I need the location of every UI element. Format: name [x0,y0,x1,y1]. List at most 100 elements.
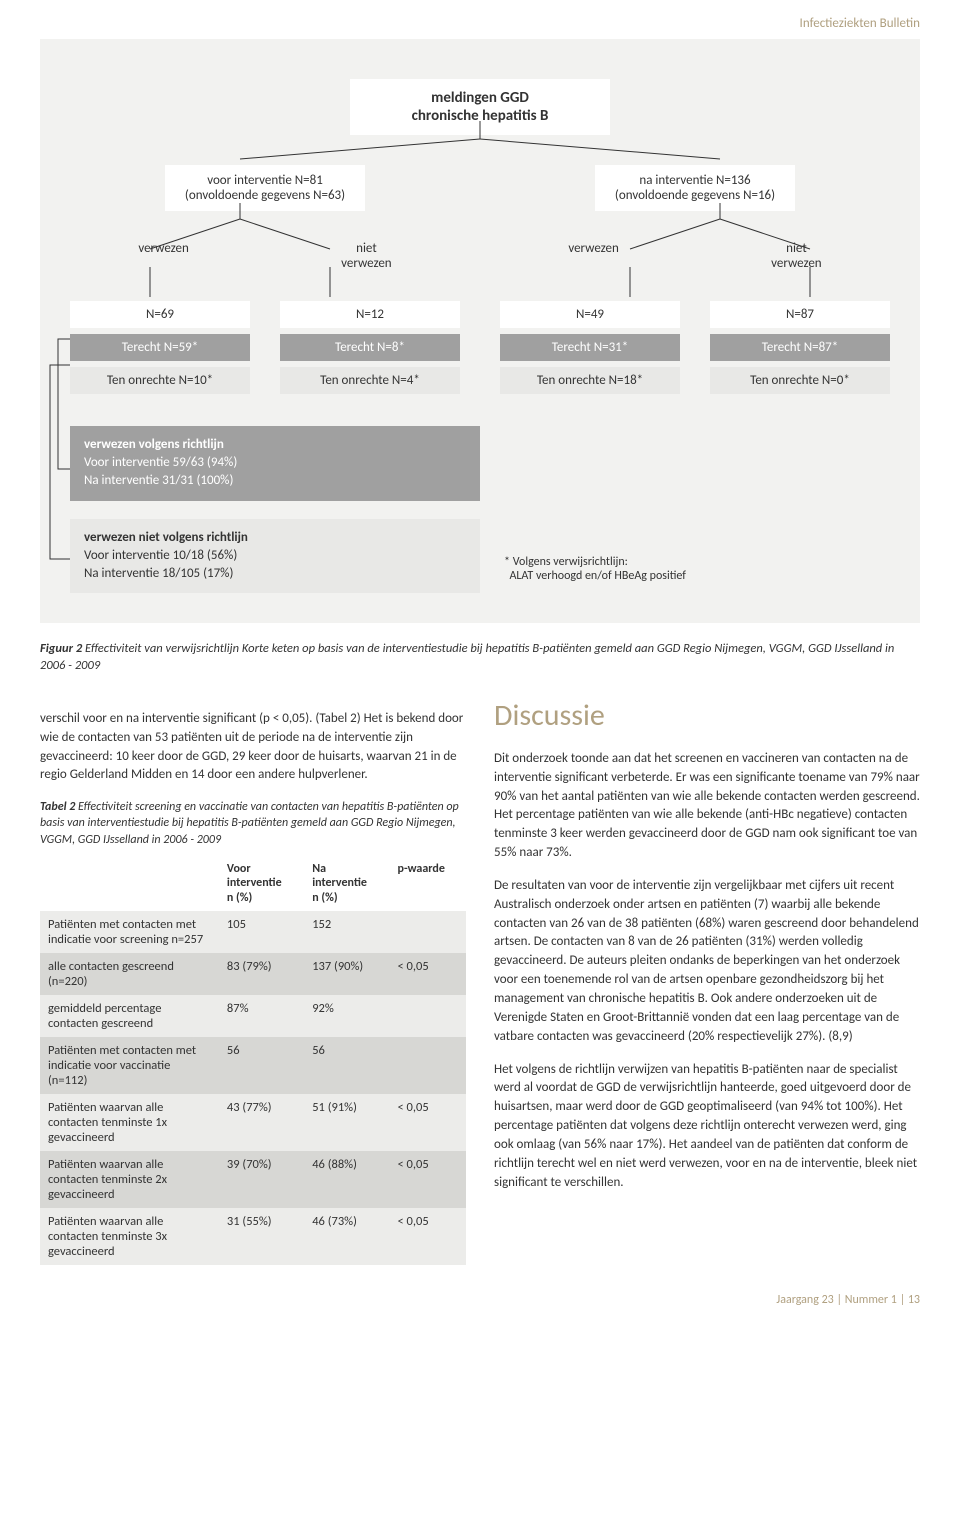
leaf-n: N=87 [710,301,890,328]
flowchart: meldingen GGD chronische hepatitis B voo… [40,39,920,623]
leaf-n: N=49 [500,301,680,328]
leaf-left-0: N=69 Terecht N=59* Ten onrechte N=10* [70,301,250,400]
th-na-l3: n (%) [312,891,337,905]
leaf-n: N=12 [280,301,460,328]
summary-dark: verwezen volgens richtlijn Voor interven… [70,426,480,501]
table-row: gemiddeld percentage contacten gescreend… [40,995,466,1037]
cell-voor: 39 (70%) [219,1151,304,1208]
leaf-right-0: N=49 Terecht N=31* Ten onrechte N=18* [500,301,680,400]
branch-right-split-r: niet verwezen [703,241,890,271]
summary-dark-l2: Na interventie 31/31 (100%) [84,473,233,488]
summary-dark-title: verwezen volgens richtlijn [84,437,224,452]
branch-left-split-r: niet verwezen [273,241,460,271]
leaf-onrechte: Ten onrechte N=18* [500,367,680,394]
cell-na: 152 [304,911,389,953]
cell-voor: 83 (79%) [219,953,304,995]
table2-head-row: Voor interventie n (%) Na interventie n … [40,856,466,911]
leaf-onrechte: Ten onrechte N=10* [70,367,250,394]
branch-right-split: verwezen niet verwezen [500,241,890,271]
two-column-body: verschil voor en na interventie signific… [40,697,920,1265]
table-row: Patiënten met contacten met indicatie vo… [40,911,466,953]
cell-p [390,995,467,1037]
flowchart-summaries: verwezen volgens richtlijn Voor interven… [70,400,890,593]
cell-voor: 105 [219,911,304,953]
branch-right-l2: (onvoldoende gegevens N=16) [615,188,775,203]
flowchart-root-l2: chronische hepatitis B [412,107,549,125]
leaf-n: N=69 [70,301,250,328]
summary-light-l2: Na interventie 18/105 (17%) [84,566,233,581]
leaf-terecht: Terecht N=8* [280,334,460,361]
right-column: Discussie Dit onderzoek toonde aan dat h… [494,697,920,1265]
cell-label: Patiënten met contacten met indicatie vo… [40,1037,219,1094]
cell-p [390,1037,467,1094]
cell-na: 56 [304,1037,389,1094]
left-column: verschil voor en na interventie signific… [40,697,466,1265]
table2-body: Patiënten met contacten met indicatie vo… [40,911,466,1265]
cell-na: 46 (73%) [304,1208,389,1265]
leaf-terecht: Terecht N=59* [70,334,250,361]
table-row: Patiënten waarvan alle contacten tenmins… [40,1208,466,1265]
branch-left-block: voor interventie N=81 (onvoldoende gegev… [165,165,365,211]
th-na-l2: interventie [312,876,367,890]
table-row: Patiënten met contacten met indicatie vo… [40,1037,466,1094]
cell-na: 92% [304,995,389,1037]
leaf-terecht: Terecht N=87* [710,334,890,361]
cell-label: Patiënten waarvan alle contacten tenmins… [40,1151,219,1208]
cell-voor: 31 (55%) [219,1208,304,1265]
cell-na: 137 (90%) [304,953,389,995]
th-voor: Voor interventie n (%) [219,856,304,911]
table-row: alle contacten gescreend (n=220)83 (79%)… [40,953,466,995]
table2-caption-text: Effectiviteit screening en vaccinatie va… [40,800,459,846]
branch-right-split-l: verwezen [500,241,687,271]
cell-label: Patiënten met contacten met indicatie vo… [40,911,219,953]
th-voor-l2: interventie [227,876,282,890]
branch-right-split-r-l2: verwezen [771,256,821,271]
cell-voor: 87% [219,995,304,1037]
flowchart-footnote: * Volgens verwijsrichtlijn: ALAT verhoog… [480,555,890,593]
right-para3: Het volgens de richtlijn verwijzen van h… [494,1061,920,1193]
table-row: Patiënten waarvan alle contacten tenmins… [40,1094,466,1151]
table2-caption-bold: Tabel 2 [40,800,75,814]
branch-left-leaves: N=69 Terecht N=59* Ten onrechte N=10* N=… [70,301,460,400]
page: Infectieziekten Bulletin [0,0,960,1331]
branch-right-split-r-l1: niet [786,241,807,256]
cell-na: 51 (91%) [304,1094,389,1151]
footnote-l1: * Volgens verwijsrichtlijn: [504,555,628,569]
th-na-l1: Na [312,862,326,876]
branch-right-leaves: N=49 Terecht N=31* Ten onrechte N=18* N=… [500,301,890,400]
summary-dark-l1: Voor interventie 59/63 (94%) [84,455,237,470]
leaf-terecht: Terecht N=31* [500,334,680,361]
branch-left-l1: voor interventie N=81 [207,173,323,188]
cell-p: < 0,05 [390,1094,467,1151]
branch-left-l2: (onvoldoende gegevens N=63) [185,188,345,203]
cell-p: < 0,05 [390,1208,467,1265]
summary-light-l1: Voor interventie 10/18 (56%) [84,548,237,563]
th-voor-l1: Voor [227,862,251,876]
branch-right-block: na interventie N=136 (onvoldoende gegeve… [595,165,795,211]
flowchart-branches: voor interventie N=81 (onvoldoende gegev… [70,165,890,400]
branch-left: voor interventie N=81 (onvoldoende gegev… [70,165,460,400]
leaf-onrechte: Ten onrechte N=4* [280,367,460,394]
cell-label: Patiënten waarvan alle contacten tenmins… [40,1208,219,1265]
th-voor-l3: n (%) [227,891,252,905]
cell-voor: 56 [219,1037,304,1094]
right-para1: Dit onderzoek toonde aan dat het screene… [494,750,920,863]
table2-caption: Tabel 2 Effectiviteit screening en vacci… [40,799,466,848]
left-para1: verschil voor en na interventie signific… [40,710,466,785]
branch-right: na interventie N=136 (onvoldoende gegeve… [500,165,890,400]
branch-left-split-r-l1: niet [356,241,377,256]
cell-na: 46 (88%) [304,1151,389,1208]
page-footer: Jaargang 23 | Nummer 1 | 13 [40,1293,920,1307]
branch-left-split-l: verwezen [70,241,257,271]
leaf-right-1: N=87 Terecht N=87* Ten onrechte N=0* [710,301,890,400]
cell-label: alle contacten gescreend (n=220) [40,953,219,995]
cell-voor: 43 (77%) [219,1094,304,1151]
branch-left-split: verwezen niet verwezen [70,241,460,271]
branch-left-split-r-l2: verwezen [341,256,391,271]
discussion-heading: Discussie [494,697,920,734]
leaf-onrechte: Ten onrechte N=0* [710,367,890,394]
table-row: Patiënten waarvan alle contacten tenmins… [40,1151,466,1208]
summary-light-title: verwezen niet volgens richtlijn [84,530,248,545]
table2: Voor interventie n (%) Na interventie n … [40,856,466,1265]
cell-p: < 0,05 [390,953,467,995]
